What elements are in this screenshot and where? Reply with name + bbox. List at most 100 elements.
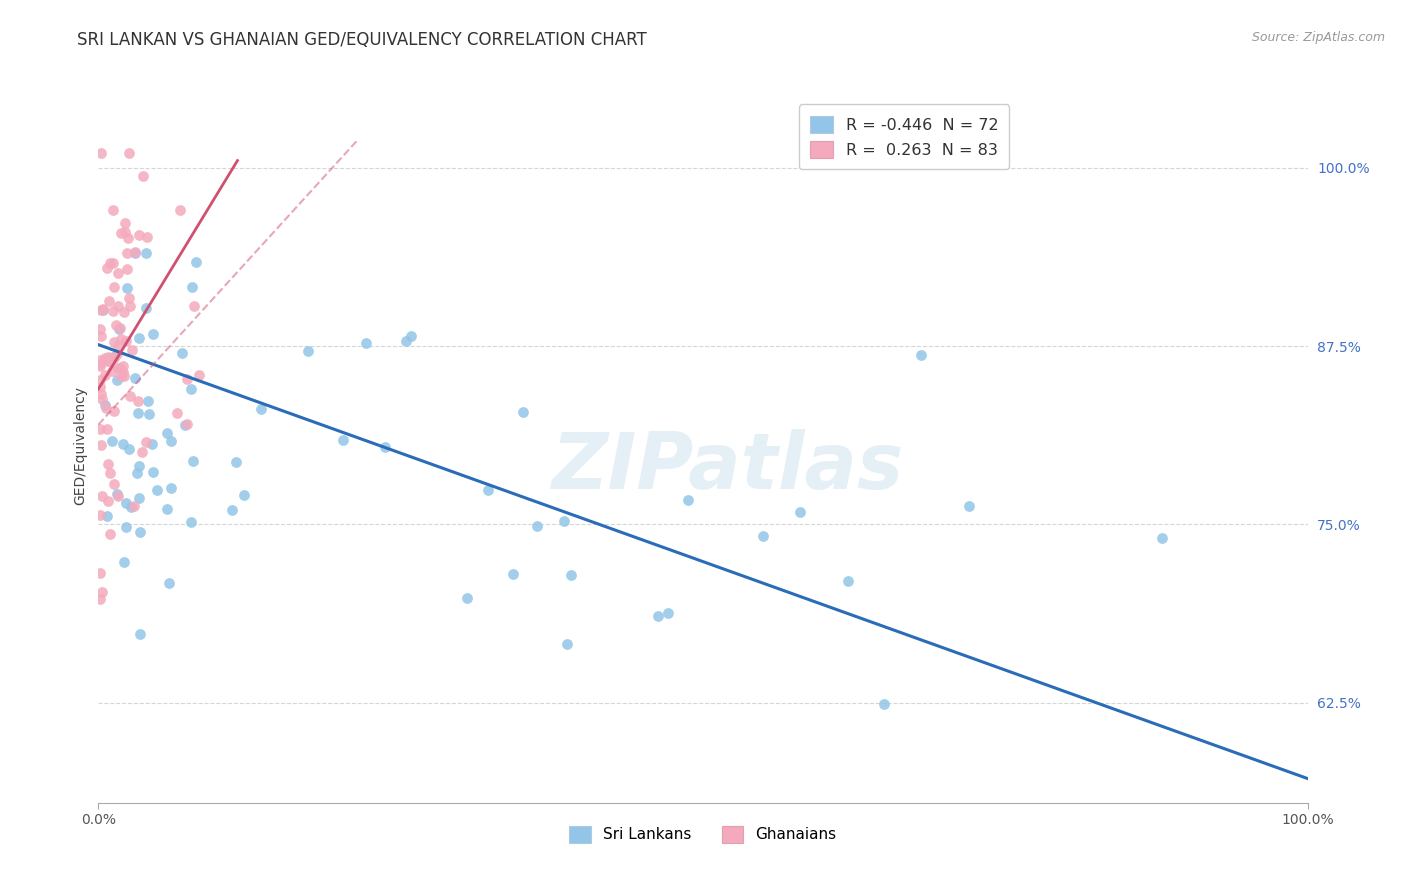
Point [94, 398, 117, 412]
Point [98, 256, 121, 270]
Point [111, 437, 134, 451]
Point [89, 380, 111, 394]
Point [873, 697, 896, 711]
Point [354, 336, 377, 351]
Point [676, 492, 699, 507]
Point [374, 440, 396, 454]
Point [89, 591, 111, 606]
Text: SRI LANKAN VS GHANAIAN GED/EQUIVALENCY CORRELATION CHART: SRI LANKAN VS GHANAIAN GED/EQUIVALENCY C… [77, 31, 647, 49]
Point [98, 466, 121, 480]
Point [89, 353, 111, 368]
Point [89, 422, 111, 436]
Point [112, 369, 135, 384]
Point [101, 350, 124, 364]
Point [103, 476, 125, 491]
Point [107, 299, 129, 313]
Point [122, 499, 145, 513]
Point [105, 487, 128, 501]
Point [159, 481, 181, 495]
Point [96, 508, 118, 523]
Point [103, 334, 125, 349]
Point [90, 438, 112, 452]
Point [297, 343, 319, 358]
Point [555, 637, 578, 651]
Point [105, 373, 128, 387]
Point [183, 300, 205, 314]
Point [128, 331, 150, 345]
Point [101, 304, 124, 318]
Point [103, 351, 125, 366]
Point [103, 256, 125, 270]
Point [115, 281, 138, 295]
Point [128, 627, 150, 641]
Point [110, 321, 132, 335]
Point [910, 348, 932, 362]
Point [124, 370, 146, 384]
Point [160, 434, 183, 448]
Point [121, 343, 143, 357]
Point [94, 351, 117, 366]
Point [89, 508, 111, 523]
Point [169, 203, 191, 218]
Point [138, 407, 160, 421]
Point [124, 245, 146, 260]
Point [97, 354, 120, 368]
Point [90, 386, 112, 401]
Point [97, 457, 120, 471]
Point [89, 359, 111, 374]
Point [225, 455, 247, 469]
Point [107, 339, 129, 353]
Point [181, 279, 204, 293]
Point [131, 444, 153, 458]
Point [560, 568, 582, 582]
Point [118, 389, 141, 403]
Point [90, 392, 112, 406]
Point [96, 260, 118, 275]
Point [101, 434, 124, 448]
Point [115, 519, 138, 533]
Point [110, 369, 132, 384]
Point [502, 566, 524, 581]
Point [98, 526, 121, 541]
Point [142, 465, 165, 479]
Point [128, 227, 150, 242]
Point [957, 499, 980, 513]
Point [89, 566, 111, 581]
Point [127, 466, 149, 480]
Point [115, 261, 138, 276]
Point [181, 454, 204, 468]
Point [136, 230, 159, 244]
Text: ZIPatlas: ZIPatlas [551, 429, 903, 506]
Point [127, 394, 149, 409]
Point [103, 404, 125, 418]
Point [180, 382, 202, 396]
Point [157, 575, 180, 590]
Point [110, 226, 132, 240]
Point [176, 417, 198, 431]
Point [91, 584, 114, 599]
Point [128, 458, 150, 473]
Point [101, 202, 124, 217]
Y-axis label: GED/Equivalency: GED/Equivalency [73, 386, 87, 506]
Point [837, 574, 859, 588]
Point [91, 301, 114, 316]
Point [136, 393, 159, 408]
Point [107, 267, 129, 281]
Point [395, 334, 418, 349]
Point [114, 496, 136, 510]
Point [100, 363, 122, 377]
Text: Source: ZipAtlas.com: Source: ZipAtlas.com [1251, 31, 1385, 45]
Point [118, 291, 141, 305]
Point [89, 373, 111, 387]
Point [97, 293, 120, 308]
Point [1152, 531, 1174, 545]
Point [647, 609, 669, 624]
Point [156, 426, 179, 441]
Point [118, 299, 141, 313]
Point [135, 301, 157, 316]
Point [145, 483, 167, 498]
Point [657, 606, 679, 620]
Point [456, 591, 478, 606]
Point [166, 406, 188, 420]
Point [94, 401, 117, 415]
